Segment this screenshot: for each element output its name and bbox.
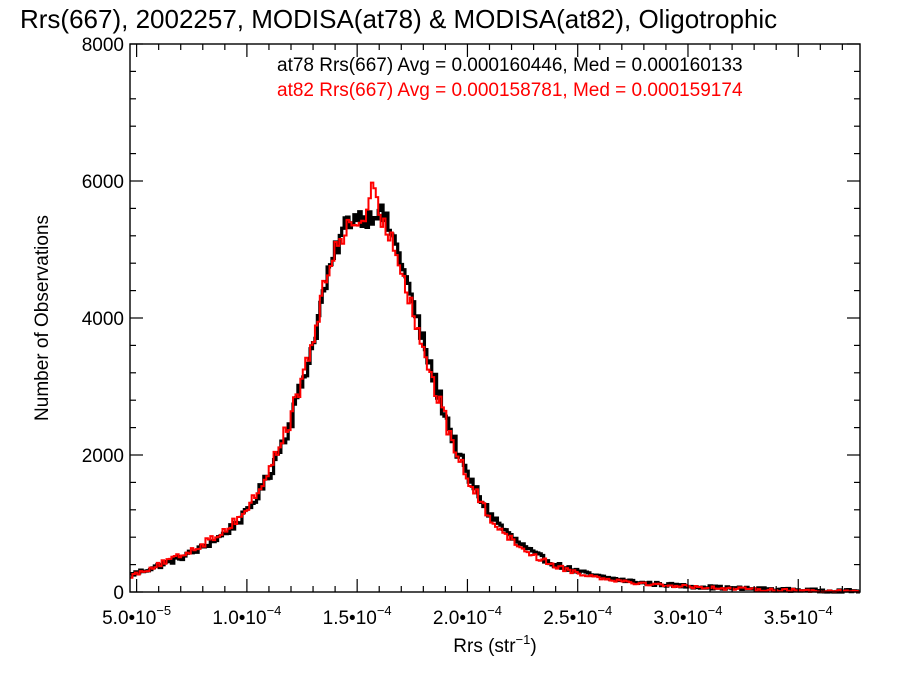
x-axis-label-sup: −1	[516, 632, 531, 647]
x-tick-label: 3.5•10−4	[764, 603, 833, 629]
x-axis-label: Rrs (str−1)	[453, 632, 536, 657]
y-axis-label: Number of Observations	[32, 215, 53, 421]
x-tick-label: 3.0•10−4	[653, 603, 722, 629]
x-axis-label-close: )	[530, 636, 536, 657]
plot-frame	[129, 43, 861, 593]
y-tick-label: 0	[113, 583, 124, 604]
data-layer	[130, 181, 860, 594]
legend-entry-at82: at82 Rrs(667) Avg = 0.000158781, Med = 0…	[277, 80, 743, 101]
y-tick-label: 6000	[82, 172, 124, 193]
x-tick-label: 2.0•10−4	[433, 603, 502, 629]
axes-layer: 0 2000 4000 6000 8000 5.0•10−5 1.0•10−4 1.5•10−…	[82, 35, 861, 629]
x-tick-label: 2.5•10−4	[543, 603, 612, 629]
chart-title: Rrs(667), 2002257, MODISA(at78) & MODISA…	[20, 4, 777, 34]
x-tick-label: 5.0•10−5	[102, 603, 171, 629]
legend-entry-at78: at78 Rrs(667) Avg = 0.000160446, Med = 0…	[277, 55, 743, 76]
y-tick-label: 8000	[82, 35, 124, 56]
series-at82-histogram	[130, 181, 860, 593]
legend: at78 Rrs(667) Avg = 0.000160446, Med = 0…	[277, 55, 743, 101]
x-tick-label: 1.0•10−4	[212, 603, 281, 629]
series-at78-histogram	[130, 203, 860, 594]
y-tick-label: 4000	[82, 309, 124, 330]
x-tick-label: 1.5•10−4	[323, 603, 392, 629]
x-axis-label-base: Rrs (str	[453, 636, 516, 657]
y-tick-label: 2000	[82, 446, 124, 467]
